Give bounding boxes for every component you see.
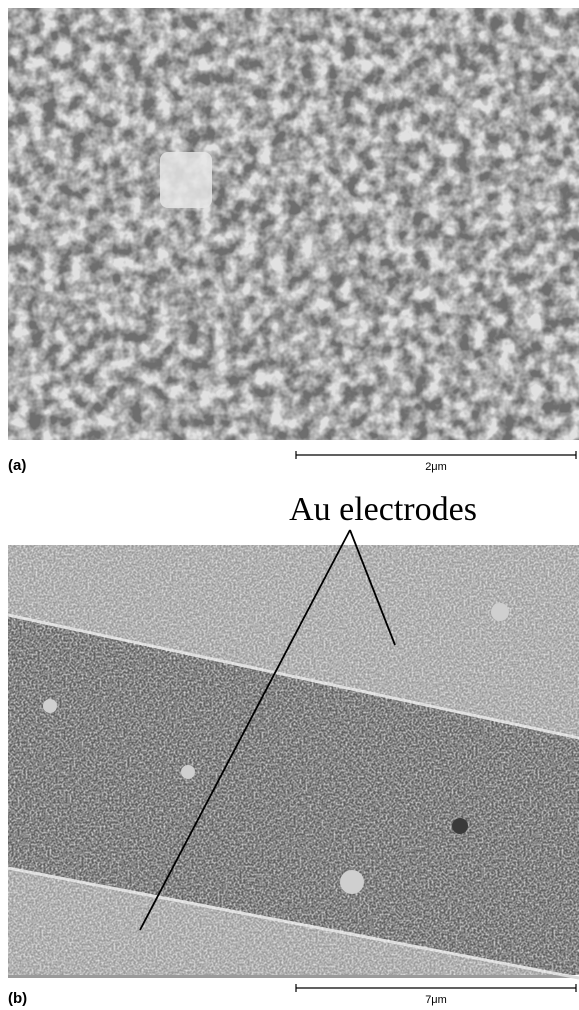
scale-label: 2μm [425,461,447,473]
scale-label: 7μm [425,994,447,1006]
annotation: Au electrodes [289,491,477,528]
panel-label: (a) [8,457,26,474]
sem-image-b [7,545,579,980]
pointer-lines [139,529,396,931]
sem-image-a [8,8,579,440]
scale-bar [295,451,577,459]
panel-label: (b) [8,990,27,1007]
scale-bar [295,984,577,992]
